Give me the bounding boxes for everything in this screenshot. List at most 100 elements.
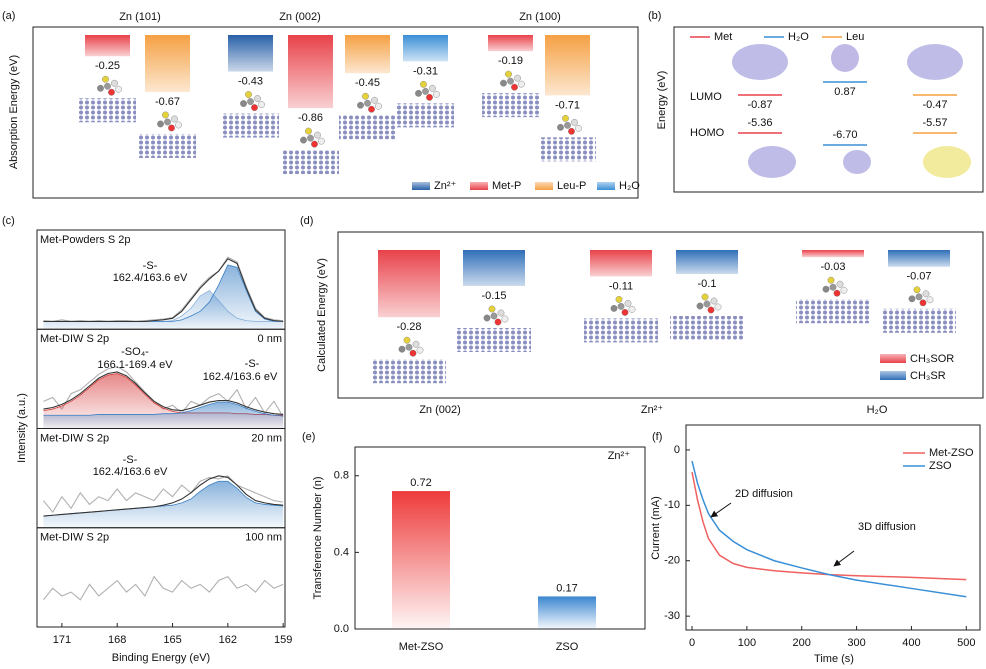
atom <box>240 100 247 107</box>
atom <box>311 140 318 148</box>
atom <box>913 286 921 294</box>
legend-label: H₂O <box>788 31 809 43</box>
annotation: 162.4/163.6 eV <box>93 466 168 478</box>
depth-label: 100 nm <box>245 532 282 544</box>
value-label: -5.57 <box>922 117 947 129</box>
panel-label: (c) <box>2 215 15 227</box>
annotation: 162.4/163.6 eV <box>203 371 278 383</box>
zn-slab <box>139 133 196 158</box>
annotation: 162.4/163.6 eV <box>113 272 188 284</box>
y-tick-label: 0.8 <box>334 470 349 482</box>
atom <box>696 302 704 310</box>
atom <box>505 70 512 78</box>
zn-slab <box>584 318 658 343</box>
component-area <box>43 264 284 330</box>
value-label: -0.25 <box>95 60 120 72</box>
value-label: -0.15 <box>481 290 506 302</box>
zn-slab <box>539 137 596 162</box>
energy-bar <box>888 250 950 267</box>
atom <box>568 127 575 135</box>
y-axis-label: Intensity (a.u.) <box>16 393 28 463</box>
energy-bar <box>590 250 652 277</box>
atom <box>247 98 254 105</box>
zn-slab <box>482 93 539 118</box>
legend-label: Met-ZSO <box>929 447 974 459</box>
zn-slab <box>372 359 446 384</box>
value-label: -0.19 <box>498 55 523 67</box>
atom <box>362 92 369 100</box>
value-label: -0.31 <box>413 65 438 77</box>
value-label: -0.67 <box>155 96 180 108</box>
panel-frame <box>32 26 639 199</box>
atom <box>371 96 378 104</box>
orbital <box>907 44 963 80</box>
data-line <box>691 460 967 598</box>
energy-bar <box>676 250 738 274</box>
atom <box>829 283 837 291</box>
legend-label: CH₃SR <box>910 370 946 382</box>
atom <box>245 91 252 98</box>
atom <box>707 306 715 314</box>
atom <box>420 80 427 88</box>
atom <box>412 340 420 348</box>
value-label: -6.70 <box>832 129 857 141</box>
atom <box>426 93 433 101</box>
zn-slab <box>397 103 454 128</box>
subpanel-title: Met-DIW S 2p <box>40 432 109 444</box>
atom <box>157 120 164 128</box>
atom <box>501 315 509 323</box>
subpanel-frame <box>36 527 286 628</box>
orbital <box>732 44 788 80</box>
panel-label: (b) <box>648 10 661 22</box>
atom <box>433 90 440 98</box>
category-label: Zn (101) <box>119 11 161 23</box>
annotation: 3D diffusion <box>858 521 916 533</box>
atom <box>300 136 307 144</box>
atom <box>97 84 104 92</box>
x-tick-label: 165 <box>163 634 181 646</box>
atom <box>375 102 382 110</box>
atom <box>701 293 709 301</box>
legend-label: H₂O <box>619 180 640 192</box>
atom <box>714 303 722 311</box>
x-tick-label: 400 <box>902 637 920 649</box>
value-label: -0.47 <box>922 99 947 111</box>
category-label: H₂O <box>867 404 888 416</box>
atom <box>305 127 312 135</box>
value-label: -0.11 <box>609 280 633 292</box>
zn-slab <box>882 308 956 333</box>
atom <box>628 305 636 313</box>
depth-label: 20 nm <box>251 432 282 444</box>
energy-bar <box>802 250 864 258</box>
atom <box>919 299 927 307</box>
legend-label: Leu <box>846 31 864 43</box>
atom <box>364 99 371 107</box>
y-tick-label: -20 <box>664 555 680 567</box>
x-tick-label: 100 <box>738 637 756 649</box>
atom <box>111 79 118 87</box>
annotation: 2D diffusion <box>735 488 793 500</box>
y-axis-label: Current (mA) <box>650 496 662 560</box>
atom <box>915 293 923 301</box>
atom <box>926 296 934 304</box>
spectrum-line <box>43 401 284 417</box>
y-axis-label: Calculated Energy (eV) <box>316 258 328 372</box>
atom <box>562 114 569 122</box>
value-label: -0.03 <box>820 261 845 273</box>
legend-swatch <box>880 371 906 380</box>
atom <box>368 105 375 113</box>
panel-frame <box>673 26 984 193</box>
value-label: 0.72 <box>410 477 431 489</box>
value-label: -5.36 <box>747 117 772 129</box>
atom <box>175 121 182 129</box>
energy-bar <box>145 35 190 92</box>
energy-bar <box>345 35 390 74</box>
atom <box>168 124 175 132</box>
category-label: Zn (002) <box>419 404 461 416</box>
orbital <box>843 150 871 174</box>
energy-bar <box>85 35 130 57</box>
panel-label: (d) <box>300 215 313 227</box>
annotation-arrow <box>833 550 855 567</box>
x-axis-label: Binding Energy (eV) <box>112 652 210 664</box>
legend-label: ZSO <box>929 460 952 472</box>
